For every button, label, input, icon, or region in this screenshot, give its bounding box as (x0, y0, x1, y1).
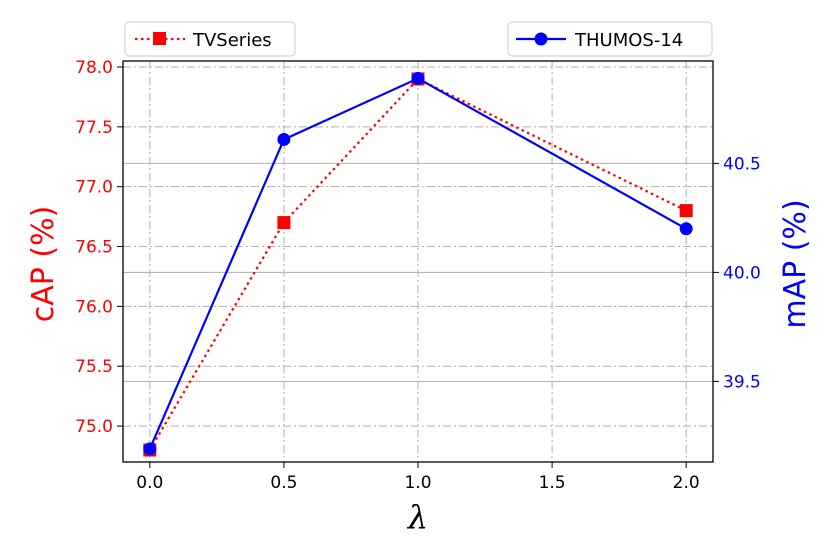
legend-label-tvseries: TVSeries (192, 30, 272, 51)
left-tick-label: 75.0 (75, 417, 113, 437)
y-axis-label-right: mAP (%) (778, 199, 813, 328)
data-point-thumos (277, 132, 291, 146)
data-point-tvseries (679, 204, 693, 218)
x-tick-label: 2.0 (673, 473, 700, 493)
data-point-thumos (143, 442, 157, 456)
data-point-thumos (411, 71, 425, 85)
right-tick-label: 40.0 (723, 263, 761, 283)
left-tick-label: 75.5 (75, 357, 113, 377)
left-tick-label: 77.0 (75, 178, 113, 198)
grid (123, 61, 713, 462)
left-tick-label: 78.0 (75, 58, 113, 78)
legend-marker-square (153, 32, 166, 45)
series-line-thumos (148, 77, 687, 450)
series-line-tvseries (148, 77, 687, 451)
x-tick-label: 0.0 (136, 473, 163, 493)
x-axis-label: λ (406, 498, 428, 536)
legend-label-thumos: THUMOS-14 (574, 30, 683, 51)
y-axis-label-left: cAP (%) (26, 206, 61, 323)
right-tick-label: 39.5 (723, 372, 761, 392)
x-tick-label: 1.0 (404, 473, 431, 493)
x-tick-label: 1.5 (539, 473, 566, 493)
right-axis-ticks: 39.5 40.0 40.5 (713, 154, 761, 392)
left-tick-label: 77.5 (75, 118, 113, 138)
data-point-tvseries (277, 216, 291, 230)
data-point-thumos (679, 222, 693, 236)
right-tick-label: 40.5 (723, 154, 761, 174)
series-layer (143, 71, 693, 457)
x-axis-ticks: 0.0 0.5 1.0 1.5 2.0 (136, 462, 700, 493)
legend-marker-circle (534, 32, 548, 46)
x-tick-label: 0.5 (270, 473, 297, 493)
left-tick-label: 76.5 (75, 238, 113, 258)
left-tick-label: 76.0 (75, 297, 113, 317)
left-axis-ticks: 75.0 75.5 76.0 76.5 77.0 77.5 78.0 (75, 58, 123, 437)
legend-tvseries: TVSeries (124, 21, 296, 57)
legend-thumos: THUMOS-14 (507, 21, 713, 57)
